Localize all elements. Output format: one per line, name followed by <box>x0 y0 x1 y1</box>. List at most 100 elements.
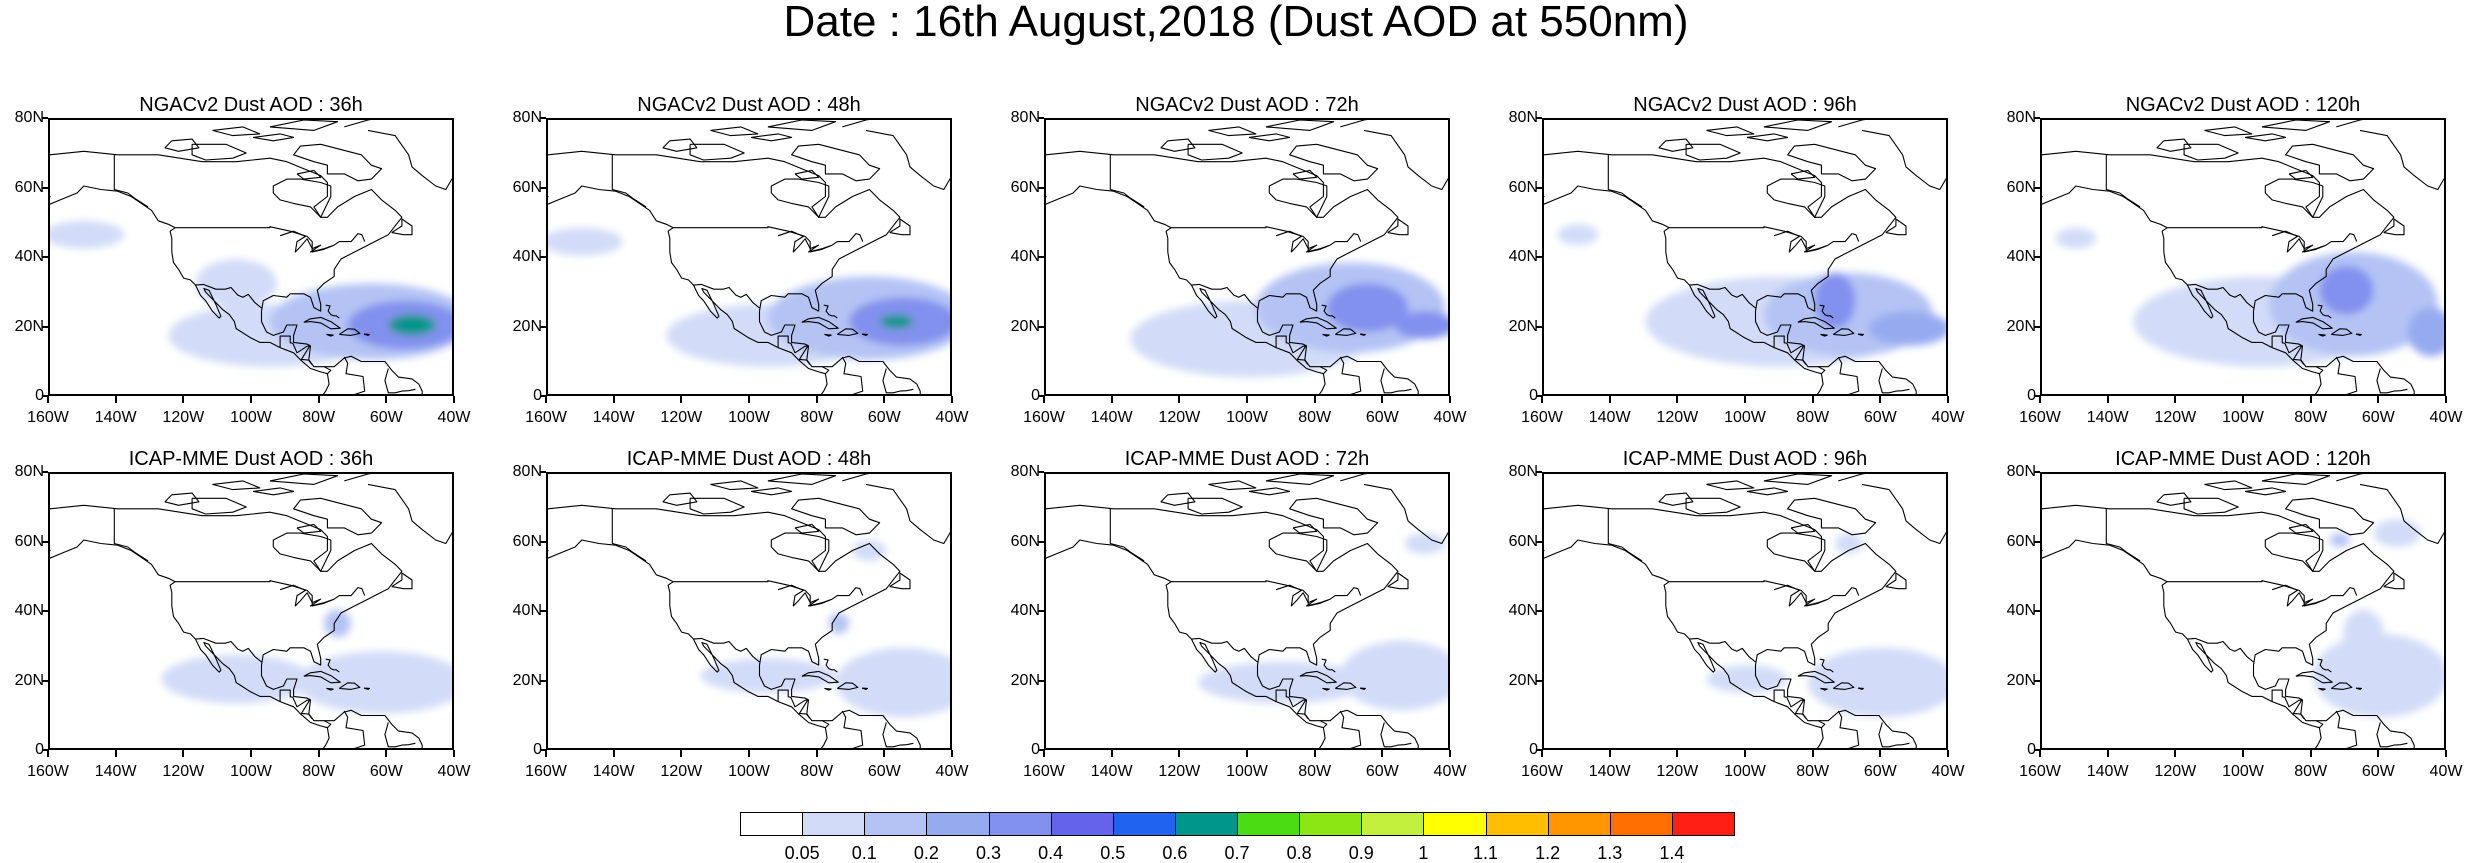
coastline-banks-island <box>2156 492 2192 506</box>
coastline-arctic-islands-3 <box>2261 474 2331 485</box>
lon-tick-label: 140W <box>1588 409 1631 426</box>
dust-plume <box>1868 311 1946 346</box>
coastline-greenland-south <box>1861 129 1946 191</box>
lon-tick-mark <box>1676 396 1679 403</box>
lon-tick-mark <box>385 396 388 403</box>
lon-tick-label: 40W <box>1433 763 1467 780</box>
coastline-canada-us-border <box>673 580 864 607</box>
dust-plume <box>1340 640 1448 711</box>
dust-plume <box>2343 609 2384 659</box>
coastline-alaska-border <box>113 508 149 562</box>
coastline-north-america <box>2042 504 2395 729</box>
lon-tick-label: 80W <box>1796 763 1830 780</box>
lon-tick-label: 120W <box>1656 409 1699 426</box>
lat-tick-mark <box>1536 256 1542 258</box>
lat-tick-mark <box>2034 395 2040 397</box>
coastline-central-borders <box>1275 335 1309 365</box>
coastline-north-america <box>548 150 901 375</box>
coastline-jamaica <box>2318 687 2326 691</box>
lon-tick-label: 100W <box>2222 409 2264 426</box>
lat-tick-mark <box>540 471 546 473</box>
lon-tick-label: 60W <box>867 409 901 426</box>
colorbar-level-label: 0.7 <box>1224 843 1250 863</box>
lon-tick-mark <box>250 396 252 403</box>
coastline-jamaica <box>2318 333 2326 337</box>
colorbar-swatch <box>1050 812 1114 836</box>
panel-title-icap-48: ICAP-MME Dust AOD : 48h <box>626 448 872 470</box>
coastline-hudson-bay-inner <box>2264 178 2324 218</box>
lon-tick-label: 140W <box>1588 763 1631 780</box>
lon-tick-label: 160W <box>1521 763 1563 780</box>
coastline-south-america <box>2316 355 2415 394</box>
dust-plume <box>195 259 277 308</box>
lon-tick-mark <box>2445 750 2447 757</box>
lon-tick-mark <box>1449 750 1451 757</box>
lon-tick-label: 100W <box>728 409 770 426</box>
coastline-cuba <box>1299 316 1337 330</box>
lon-tick-label: 160W <box>2019 763 2061 780</box>
dust-plume <box>2407 307 2444 357</box>
coastline-north-america <box>1544 150 1897 375</box>
coastline-baffin <box>2285 143 2375 182</box>
lon-tick-mark <box>1110 750 1113 757</box>
coastline-sa-borders-2 <box>384 368 416 394</box>
coastline-jamaica <box>1820 333 1828 337</box>
lat-tick-label: 20N <box>1508 317 1538 335</box>
lon-tick-label: 100W <box>728 763 770 780</box>
coastline-greenland <box>344 120 372 128</box>
map-panel-ngac-72 <box>1044 118 1450 396</box>
coastline-arctic-islands-3 <box>767 474 837 485</box>
dust-plume <box>835 647 950 718</box>
lon-tick-mark <box>1608 396 1611 403</box>
coastline-arctic-islands-2 <box>1706 126 1755 137</box>
lat-tick-mark <box>1536 395 1542 397</box>
panel-title-ngac-96: NGACv2 Dust AOD : 96h <box>1633 94 1857 116</box>
coastline-greenland-south <box>1363 129 1448 191</box>
coastline-alaska-border <box>1607 508 1643 562</box>
coastline-bahamas <box>2317 658 2332 673</box>
lon-tick-mark <box>612 750 615 757</box>
coastline-alaska-border <box>1109 154 1145 208</box>
coastline-us-mexico-border <box>693 283 760 309</box>
lon-tick-label: 160W <box>27 763 69 780</box>
lon-tick-label: 100W <box>2222 763 2264 780</box>
coastline-south-america-west <box>322 373 330 394</box>
coastline-arctic-islands-1 <box>1746 487 1789 496</box>
coastline-south-america-west <box>2314 727 2322 748</box>
coastline-greenland <box>1838 474 1866 482</box>
lon-tick-label: 120W <box>2154 763 2197 780</box>
coastline-canada-us-border <box>1171 226 1362 253</box>
dust-plume <box>1198 661 1368 704</box>
map-canvas <box>1046 474 1448 748</box>
coastline-greenland-south <box>367 483 452 545</box>
lat-tick-mark <box>540 256 546 258</box>
lon-tick-label: 100W <box>1226 409 1268 426</box>
coastline-north-america <box>50 504 403 729</box>
lat-tick-mark <box>1038 395 1044 397</box>
coastline-south-america <box>822 709 921 748</box>
lon-tick-mark <box>317 396 320 403</box>
coastline-sa-borders <box>343 356 366 394</box>
coastline-sa-borders <box>1339 356 1362 394</box>
lat-tick-label: 0 <box>1529 741 1538 758</box>
coastline-puerto-rico <box>1359 333 1366 336</box>
lon-tick-label: 100W <box>1724 409 1766 426</box>
lon-tick-mark <box>1811 750 1814 757</box>
coastline-victoria-island <box>689 497 745 515</box>
lon-tick-label: 40W <box>2429 763 2463 780</box>
lat-tick-label: 60N <box>14 178 44 196</box>
coastline-greenland-south <box>1363 483 1448 545</box>
coastline-hispaniola <box>836 682 859 690</box>
dust-plume <box>2055 227 2097 249</box>
map-canvas <box>50 474 452 748</box>
lat-tick-label: 60N <box>2006 178 2036 196</box>
coastline-cuba <box>1797 670 1835 684</box>
lat-tick-mark <box>540 540 546 543</box>
map-canvas <box>50 120 452 394</box>
lat-tick-label: 0 <box>1529 387 1538 404</box>
lon-tick-mark <box>883 396 886 403</box>
panel-title-icap-36: ICAP-MME Dust AOD : 36h <box>128 448 374 470</box>
lat-tick-mark <box>42 749 48 751</box>
coastline-arctic-islands-2 <box>212 480 261 491</box>
lon-tick-label: 80W <box>1298 763 1332 780</box>
